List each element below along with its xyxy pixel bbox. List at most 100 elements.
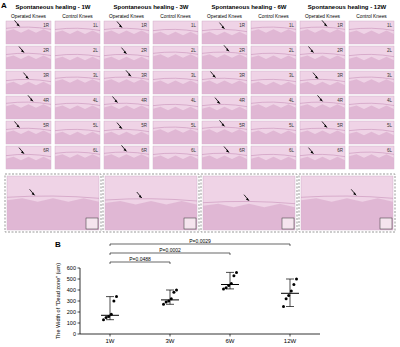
whisker-cap	[286, 306, 294, 307]
cartilage-edge	[349, 28, 394, 30]
image-label: 5L	[191, 123, 197, 128]
arrow-head	[222, 123, 225, 126]
tissue	[251, 56, 296, 70]
x-tick-label: 12W	[284, 338, 297, 344]
arrow	[126, 70, 131, 76]
point	[285, 297, 288, 300]
tissue	[300, 157, 345, 169]
image-label: 5L	[387, 123, 393, 128]
tissue	[202, 156, 247, 170]
y-tick	[78, 334, 81, 335]
cartilage-edge	[104, 129, 149, 131]
cartilage-edge	[251, 79, 296, 81]
y-axis-label: The Width of "Dead zone" (um)	[55, 263, 61, 339]
cartilage-edge	[301, 196, 393, 198]
arrow-head	[320, 98, 323, 101]
histology-image	[6, 46, 51, 69]
significance-bracket	[110, 262, 170, 264]
cartilage-edge	[7, 196, 99, 198]
cartilage-edge	[153, 153, 198, 155]
column-header: Operated Knees	[207, 14, 243, 19]
tissue	[153, 107, 198, 119]
point	[105, 316, 108, 319]
cartilage-edge	[300, 53, 345, 55]
histology-image	[55, 146, 100, 169]
image-label: 6R	[337, 148, 344, 153]
histology-image	[300, 46, 345, 69]
cartilage-edge	[153, 29, 198, 31]
column-header: Control Knees	[160, 14, 191, 19]
tissue	[104, 31, 149, 45]
cartilage-edge	[202, 104, 247, 106]
histology-image	[6, 146, 51, 169]
histology-image	[251, 71, 296, 94]
arrow-head	[30, 98, 33, 101]
y-tick-label: 400	[67, 287, 76, 293]
zoom-box	[5, 174, 101, 232]
x-tick-label: 6W	[226, 338, 235, 344]
arrow-head	[119, 126, 122, 129]
cartilage-edge	[202, 78, 247, 80]
whisker	[290, 279, 291, 307]
tissue	[202, 107, 247, 119]
histology-image	[6, 21, 51, 44]
point	[287, 294, 290, 297]
image-label: 6R	[43, 148, 50, 153]
arrow	[220, 23, 225, 29]
histology-image	[153, 96, 198, 119]
y-tick	[78, 323, 81, 324]
image-label: 6R	[239, 148, 246, 153]
cartilage-edge	[202, 29, 247, 31]
arrow	[15, 20, 20, 26]
arrow-head	[246, 198, 249, 201]
tissue	[251, 104, 296, 119]
cartilage-edge	[6, 79, 51, 81]
image-label: 6L	[387, 148, 393, 153]
point	[290, 290, 293, 293]
panel-b: B0100200300400500600The Width of "Dead z…	[55, 238, 320, 344]
arrow-head	[124, 51, 127, 54]
cartilage-edge	[55, 28, 100, 30]
point	[222, 287, 225, 290]
y-tick	[78, 279, 81, 280]
arrow-head	[115, 100, 118, 103]
cartilage-edge	[55, 103, 100, 105]
tissue	[55, 31, 100, 45]
histology-image	[105, 176, 197, 230]
cartilage-edge	[55, 54, 100, 56]
cartilage-edge	[104, 54, 149, 56]
image-label: 2R	[141, 48, 148, 53]
image-label: 3L	[387, 73, 393, 78]
cartilage-edge	[153, 104, 198, 106]
tissue	[6, 104, 51, 119]
panel-label: B	[55, 240, 61, 249]
tissue	[7, 198, 99, 230]
median	[281, 293, 299, 294]
arrow	[19, 47, 24, 53]
histology-image	[153, 146, 198, 169]
tissue	[6, 29, 51, 44]
histology-image	[55, 21, 100, 44]
tissue	[251, 157, 296, 169]
arrow-head	[213, 75, 216, 78]
cartilage-edge	[300, 79, 345, 81]
arrow-head	[124, 148, 127, 151]
histology-image	[349, 121, 394, 144]
histology-image	[203, 176, 295, 230]
image-label: 5R	[239, 123, 246, 128]
tissue	[104, 132, 149, 144]
y-tick	[78, 290, 81, 291]
tissue	[349, 57, 394, 69]
y-tick	[78, 312, 81, 313]
cartilage-edge	[300, 128, 345, 130]
image-label: 1L	[191, 23, 197, 28]
image-label: 1R	[141, 23, 148, 28]
histology-image	[104, 21, 149, 44]
column-header: Operated Knees	[11, 14, 47, 19]
arrow-head	[217, 101, 220, 104]
image-label: 3R	[43, 73, 50, 78]
point	[102, 318, 105, 321]
significance-bracket	[110, 244, 290, 246]
histology-image	[6, 121, 51, 144]
whisker-cap	[226, 272, 234, 273]
